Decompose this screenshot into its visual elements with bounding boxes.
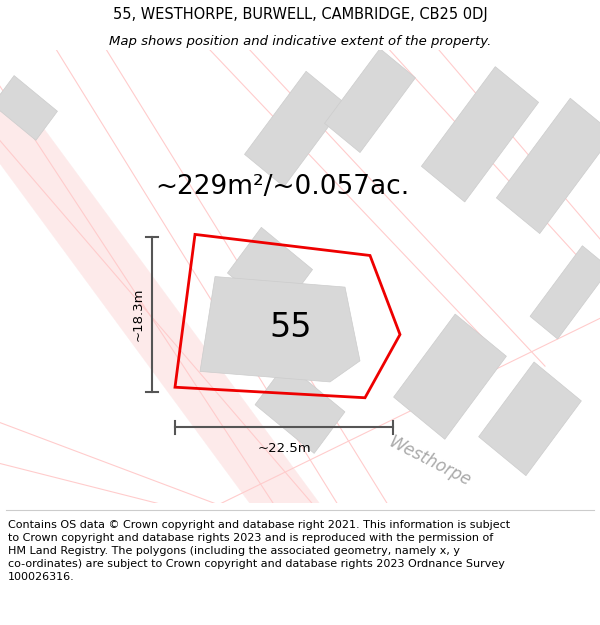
Text: Westhorpe: Westhorpe (386, 432, 474, 489)
Polygon shape (0, 76, 58, 141)
Polygon shape (255, 363, 345, 453)
Polygon shape (245, 71, 346, 187)
Text: ~229m²/~0.057ac.: ~229m²/~0.057ac. (155, 174, 409, 200)
Polygon shape (394, 314, 506, 439)
Polygon shape (479, 362, 581, 476)
Polygon shape (0, 85, 322, 542)
Text: Map shows position and indicative extent of the property.: Map shows position and indicative extent… (109, 34, 491, 48)
Polygon shape (200, 276, 360, 382)
Text: 55, WESTHORPE, BURWELL, CAMBRIDGE, CB25 0DJ: 55, WESTHORPE, BURWELL, CAMBRIDGE, CB25 … (113, 8, 487, 22)
Text: Contains OS data © Crown copyright and database right 2021. This information is : Contains OS data © Crown copyright and d… (8, 520, 510, 582)
Text: ~18.3m: ~18.3m (131, 288, 145, 341)
Text: ~22.5m: ~22.5m (257, 442, 311, 455)
Polygon shape (227, 228, 313, 315)
Polygon shape (530, 246, 600, 339)
Polygon shape (496, 98, 600, 234)
Polygon shape (421, 67, 539, 202)
Text: 55: 55 (270, 311, 312, 344)
Polygon shape (325, 49, 415, 152)
